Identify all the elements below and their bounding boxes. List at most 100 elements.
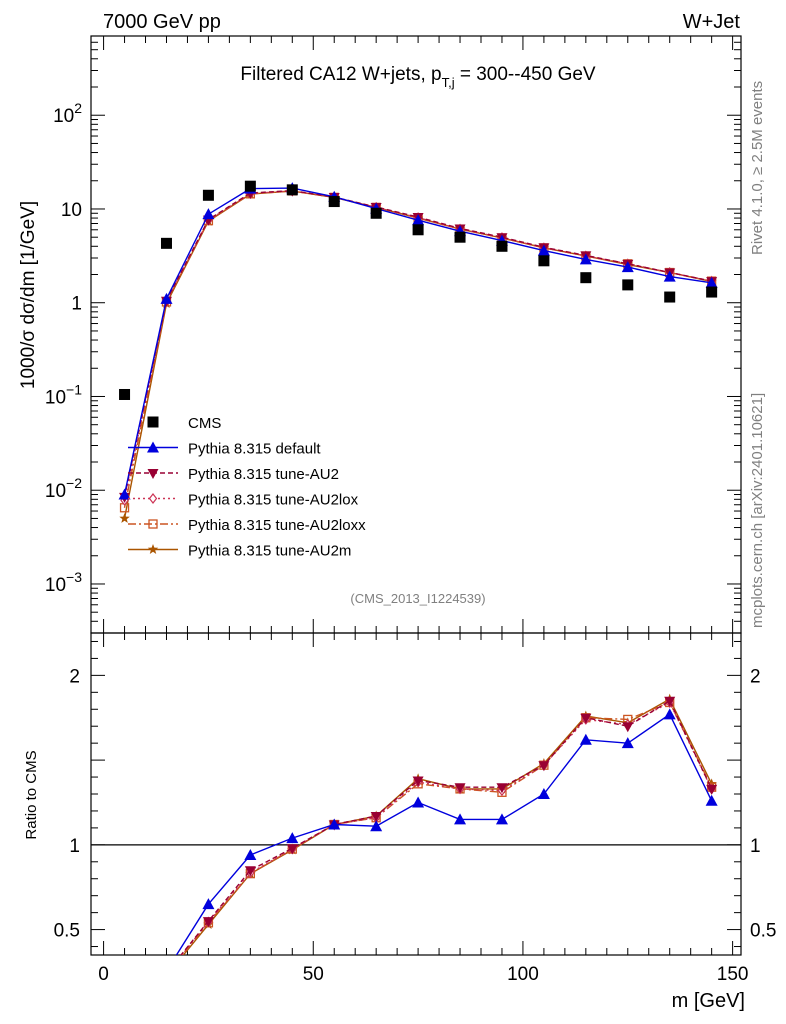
main-y-tick-label: 10−3 xyxy=(45,569,82,596)
main-series-layer xyxy=(118,180,718,523)
x-tick-label: 0 xyxy=(98,964,109,985)
main-point-au2m xyxy=(119,512,130,523)
main-point-data xyxy=(622,279,634,291)
rivet-version-label: Rivet 4.1.0, ≥ 2.5M events xyxy=(749,81,766,255)
main-series-data xyxy=(119,180,718,400)
ratio-point-default xyxy=(454,813,467,825)
ratio-y-tick-label-left: 0.5 xyxy=(54,921,80,942)
legend-marker-data xyxy=(147,416,159,428)
main-point-data xyxy=(160,237,172,249)
ratio-y-axis-label: Ratio to CMS xyxy=(23,750,40,839)
main-point-data xyxy=(664,291,676,303)
ratio-point-au2 xyxy=(370,812,382,823)
main-point-default xyxy=(663,270,676,282)
ratio-point-au2 xyxy=(202,917,214,928)
mcplots-label: mcplots.cern.ch [arXiv:2401.10621] xyxy=(749,393,766,628)
main-point-default xyxy=(160,292,173,304)
ratio-point-au2 xyxy=(664,696,676,707)
main-point-data xyxy=(244,180,256,192)
main-series-au2loxx xyxy=(119,186,717,513)
main-point-default xyxy=(579,253,592,265)
ratio-y-tick-label-left: 1 xyxy=(69,836,80,857)
main-y-tick-label: 10−2 xyxy=(45,475,82,502)
legend-item-default: Pythia 8.315 default xyxy=(128,441,321,458)
main-point-data xyxy=(202,189,214,201)
legend-label-au2: Pythia 8.315 tune-AU2 xyxy=(188,466,339,483)
main-point-data xyxy=(286,184,298,196)
legend-marker-au2 xyxy=(147,469,159,479)
main-point-default xyxy=(537,244,550,256)
ratio-point-au2 xyxy=(580,713,592,724)
legend-item-au2m: Pythia 8.315 tune-AU2m xyxy=(128,543,351,560)
process-label: W+Jet xyxy=(683,11,741,33)
main-point-data xyxy=(538,255,550,267)
ratio-y-tick-label-left: 2 xyxy=(69,666,80,687)
ratio-point-default xyxy=(705,794,718,806)
ratio-series-line-default xyxy=(175,713,713,955)
main-y-tick-label: 10−1 xyxy=(45,381,82,408)
legend-marker-default xyxy=(147,441,159,453)
ratio-tick-labels: 0.5 0.5 1 1 2 2 xyxy=(54,666,777,941)
legend: CMS Pythia 8.315 default Pythia 8.315 tune… xyxy=(128,415,366,560)
legend-item-au2loxx: Pythia 8.315 tune-AU2loxx xyxy=(128,517,366,534)
ratio-point-au2 xyxy=(538,761,550,772)
ratio-point-default xyxy=(412,796,425,808)
ratio-point-default xyxy=(495,813,508,825)
ratio-y-tick-label-right: 2 xyxy=(750,666,761,687)
legend-label-au2lox: Pythia 8.315 tune-AU2lox xyxy=(188,492,359,509)
ratio-series-au2 xyxy=(180,696,718,955)
main-point-data xyxy=(454,231,466,243)
legend-marker-au2loxx xyxy=(148,519,158,529)
ratio-point-au2 xyxy=(244,866,256,877)
ratio-point-default xyxy=(621,737,634,749)
main-series-default xyxy=(118,182,718,500)
plot-title-main: Filtered CA12 W+jets, p xyxy=(240,64,441,85)
main-point-default xyxy=(118,488,131,500)
ratio-point-default xyxy=(286,832,299,844)
ratio-y-tick-label-right: 1 xyxy=(750,836,761,857)
x-tick-label: 150 xyxy=(717,964,749,985)
ratio-point-au2 xyxy=(286,844,298,855)
ratio-point-default xyxy=(663,708,676,720)
main-point-default xyxy=(621,261,634,273)
ratio-point-au2 xyxy=(454,783,466,794)
ratio-series-layer xyxy=(175,693,718,955)
ratio-axis-ticks xyxy=(91,633,741,955)
legend-label-au2m: Pythia 8.315 tune-AU2m xyxy=(188,543,351,560)
ratio-point-au2 xyxy=(706,784,718,795)
ratio-point-au2 xyxy=(496,783,508,794)
main-series-line-au2loxx xyxy=(123,190,712,508)
ratio-series-default xyxy=(175,708,718,955)
main-y-tick-label: 102 xyxy=(53,100,82,127)
ratio-panel-frame xyxy=(90,632,742,956)
legend-item-au2: Pythia 8.315 tune-AU2 xyxy=(128,466,339,483)
main-y-tick-label: 1 xyxy=(71,294,82,315)
ratio-point-default xyxy=(202,898,215,910)
ratio-y-tick-label-right: 0.5 xyxy=(750,921,776,942)
analysis-tag: (CMS_2013_I1224539) xyxy=(350,591,485,606)
ratio-point-default xyxy=(370,820,383,832)
ratio-point-default xyxy=(579,733,592,745)
ratio-point-au2 xyxy=(622,722,634,733)
legend-item-au2lox: Pythia 8.315 tune-AU2lox xyxy=(128,492,359,509)
ratio-point-au2 xyxy=(412,776,424,787)
legend-marker-au2m xyxy=(147,544,159,554)
main-point-data xyxy=(119,388,131,400)
legend-item-data: CMS xyxy=(147,415,221,432)
energy-label: 7000 GeV pp xyxy=(103,11,221,33)
x-tick-label: 50 xyxy=(303,964,324,985)
main-axis-ticks xyxy=(91,35,741,634)
x-tick-label: 100 xyxy=(507,964,539,985)
legend-label-au2loxx: Pythia 8.315 tune-AU2loxx xyxy=(188,517,366,534)
x-tick-labels: 0 50 100 150 xyxy=(98,964,748,985)
legend-label-default: Pythia 8.315 default xyxy=(188,441,321,458)
x-axis-label: m [GeV] xyxy=(672,990,745,1012)
main-point-default xyxy=(412,214,425,226)
main-point-data xyxy=(412,224,424,236)
legend-label-data: CMS xyxy=(188,415,221,432)
ratio-point-default xyxy=(537,788,550,799)
main-point-data xyxy=(496,240,508,252)
main-y-axis-label: 1000/σ dσ/dm [1/GeV] xyxy=(18,201,39,389)
ratio-point-default xyxy=(328,818,341,830)
main-point-data xyxy=(706,286,718,298)
